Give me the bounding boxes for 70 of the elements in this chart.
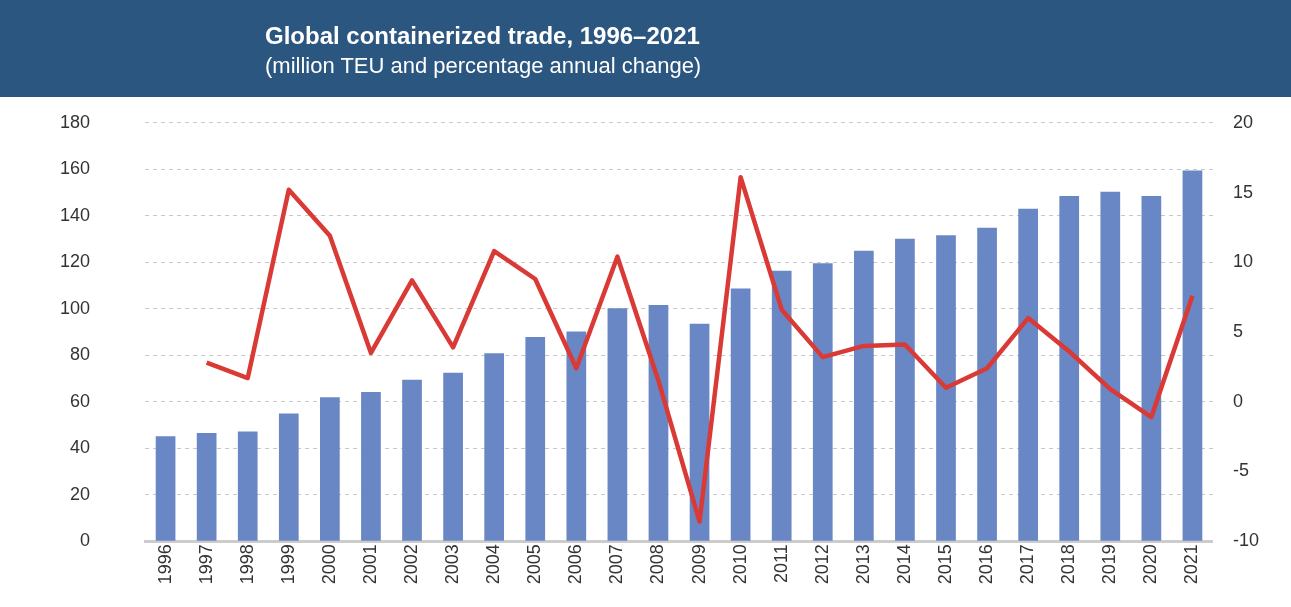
- x-tick-label: 2015: [934, 544, 955, 585]
- bar: [648, 305, 669, 541]
- x-tick-label: 2014: [893, 544, 914, 585]
- y-tick-label: 140: [59, 204, 91, 225]
- y-tick-label: 60: [70, 390, 91, 411]
- x-tick-label: 2021: [1181, 544, 1202, 585]
- bar: [320, 397, 340, 541]
- x-tick-label: 2017: [1017, 544, 1038, 585]
- x-tick-label: 2018: [1058, 544, 1079, 585]
- x-tick-label: 1997: [195, 544, 216, 585]
- bar: [730, 288, 751, 541]
- y-tick-label: 160: [59, 158, 91, 179]
- y2-tick-label: 10: [1232, 251, 1254, 272]
- bar: [771, 270, 792, 541]
- x-tick-label: 2001: [359, 544, 380, 585]
- x-tick-label: 2007: [606, 544, 627, 585]
- x-tick-label: 2009: [688, 544, 709, 585]
- y-tick-label: 120: [59, 251, 91, 272]
- y2-tick-label: 5: [1232, 320, 1243, 341]
- x-tick-label: 2013: [852, 544, 873, 585]
- bar: [812, 263, 833, 541]
- x-tick-label: 2000: [318, 544, 339, 585]
- bar: [1182, 170, 1203, 541]
- bar: [237, 431, 258, 541]
- x-tick-label: 1996: [154, 544, 175, 585]
- x-tick-label: 2019: [1099, 544, 1120, 585]
- bar: [402, 379, 422, 541]
- bar: [484, 353, 505, 541]
- y-tick-label: 40: [70, 437, 91, 458]
- chart-subtitle: (million TEU and percentage annual change): [265, 53, 702, 79]
- bar: [1059, 196, 1080, 541]
- bar: [1018, 208, 1039, 541]
- bar: [853, 250, 874, 541]
- bar: [278, 413, 299, 541]
- bar: [936, 235, 956, 541]
- chart-title: Global containerized trade, 1996–2021: [265, 22, 700, 50]
- y2-tick-label: -10: [1232, 530, 1259, 551]
- bar: [155, 436, 176, 541]
- x-tick-label: 2016: [976, 544, 997, 585]
- bar: [1141, 196, 1162, 541]
- x-tick-label: 2002: [400, 544, 421, 585]
- x-tick-label: 1998: [236, 544, 257, 585]
- bar: [525, 336, 546, 541]
- x-tick-label: 2010: [729, 544, 750, 585]
- bar: [361, 391, 381, 541]
- bar: [1100, 191, 1121, 541]
- x-tick-label: 2008: [647, 544, 668, 585]
- x-tick-label: 2006: [565, 544, 586, 585]
- x-tick-label: 2012: [811, 544, 832, 585]
- x-tick-label: 1999: [277, 544, 298, 585]
- bar: [196, 433, 217, 541]
- y2-tick-label: 0: [1232, 390, 1243, 411]
- bar: [895, 238, 915, 541]
- bar: [607, 308, 628, 541]
- y-tick-label: 80: [70, 344, 91, 365]
- x-tick-label: 2011: [770, 544, 791, 583]
- bar: [443, 372, 463, 541]
- y-tick-label: 20: [70, 483, 91, 504]
- y-tick-label: 180: [59, 111, 91, 132]
- x-tick-label: 2004: [483, 544, 504, 585]
- x-tick-label: 2005: [524, 544, 545, 585]
- y2-tick-label: 15: [1232, 181, 1254, 202]
- y-tick-label: 100: [59, 297, 91, 318]
- x-tick-label: 2020: [1140, 544, 1161, 585]
- bar: [977, 227, 997, 541]
- x-tick-label: 2003: [442, 544, 463, 585]
- y2-tick-label: 20: [1232, 111, 1254, 132]
- bar: [566, 331, 587, 541]
- y2-tick-label: -5: [1232, 460, 1249, 481]
- y-tick-label: 0: [80, 530, 91, 551]
